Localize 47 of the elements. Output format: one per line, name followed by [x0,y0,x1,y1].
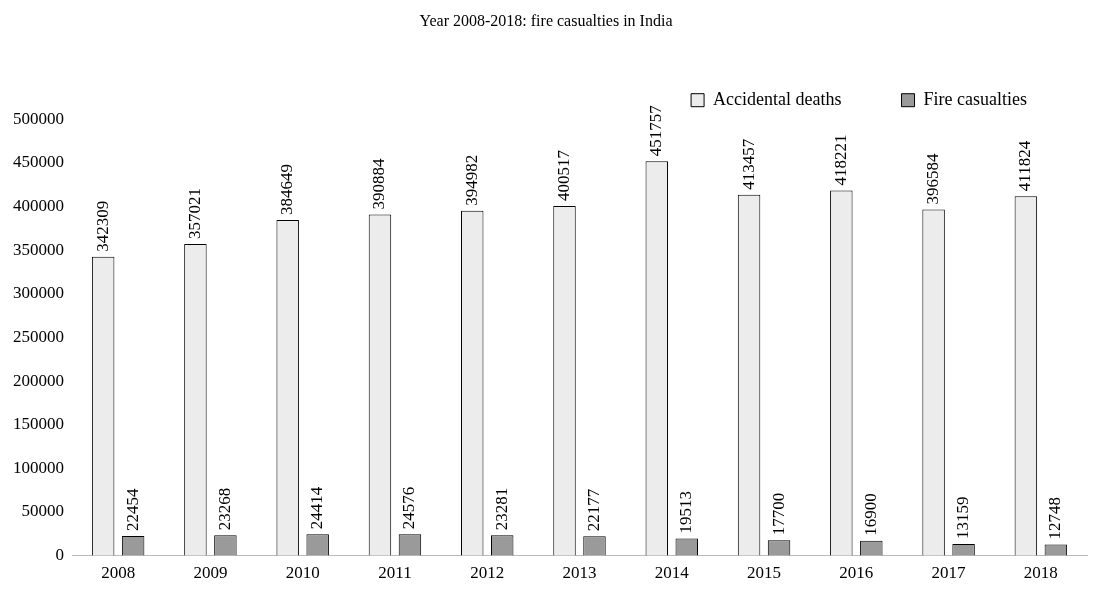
y-tick-label: 200000 [13,370,64,390]
data-label: 357021 [184,187,204,239]
data-label: 400517 [553,149,573,202]
x-tick-label: 2009 [193,563,228,583]
data-label: 24414 [307,486,327,530]
data-label: 396584 [923,152,943,205]
data-label: 342309 [92,200,112,252]
x-tick-label: 2014 [654,563,690,583]
data-label: 411824 [1015,140,1035,192]
y-tick-label: 450000 [13,152,64,172]
legend-label: Fire casualties [923,88,1027,109]
data-label: 12748 [1045,496,1065,540]
data-label: 23281 [491,487,511,531]
data-label: 451757 [646,104,666,157]
data-label: 390884 [369,157,389,210]
data-label: 24576 [399,486,419,530]
data-label: 16900 [860,493,880,536]
x-tick-label: 2015 [747,563,782,583]
y-tick-label: 350000 [13,239,64,259]
y-tick-label: 250000 [13,326,64,346]
y-tick-label: 300000 [13,283,64,303]
x-tick-label: 2010 [285,563,320,583]
data-label: 19513 [676,491,696,534]
data-label: 418221 [830,134,850,186]
legend-label: Accidental deaths [713,88,842,109]
x-tick-label: 2017 [931,563,967,583]
x-tick-label: 2013 [562,563,597,583]
x-tick-label: 2018 [1023,563,1058,583]
x-tick-label: 2008 [101,563,136,583]
data-label: 17700 [768,492,788,536]
chart-title: Year 2008-2018: fire casualties in India [419,11,673,29]
x-tick-label: 2012 [470,563,505,583]
data-label: 384649 [277,163,297,215]
data-label: 22177 [583,488,603,532]
y-tick-label: 50000 [21,501,64,521]
x-tick-label: 2016 [839,563,874,583]
data-label: 23268 [214,487,234,531]
data-label: 22454 [122,488,142,531]
data-label: 13159 [953,496,973,540]
y-tick-label: 0 [55,545,64,565]
y-tick-label: 400000 [13,195,64,215]
x-tick-label: 2011 [378,563,412,583]
y-tick-label: 150000 [13,414,64,434]
data-label: 413457 [738,138,758,190]
y-tick-label: 100000 [13,457,64,477]
y-tick-label: 500000 [13,108,64,128]
data-label: 394982 [461,154,481,206]
